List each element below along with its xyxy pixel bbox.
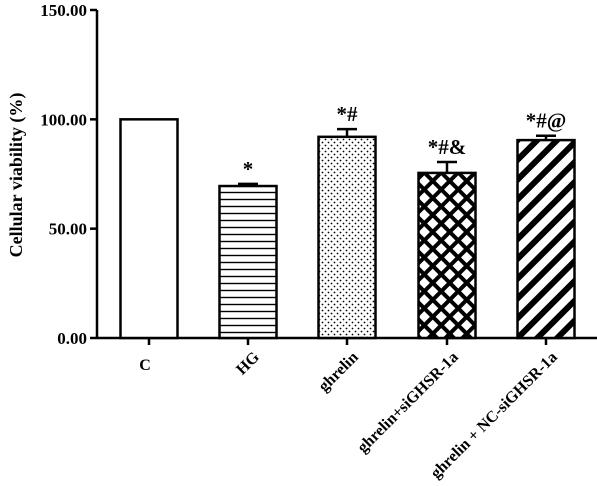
- significance-label: *#@: [526, 109, 567, 133]
- category-label: ghrelin+siGHSR-1a: [354, 349, 462, 457]
- category-label: ghrelin: [315, 349, 361, 395]
- bar-1: [119, 118, 179, 340]
- y-tick-label: 50.00: [49, 220, 87, 239]
- y-tick-label: 100.00: [40, 110, 87, 129]
- bar-5: [516, 138, 576, 340]
- y-tick-label: 0.00: [57, 329, 87, 348]
- axes: 0.00 50.00 100.00 150.00: [40, 1, 597, 348]
- category-label: HG: [233, 348, 263, 378]
- bar-2: [218, 184, 278, 340]
- significance-label: *: [243, 157, 254, 181]
- y-axis-label: Cellular viability (%): [6, 93, 27, 258]
- significance-label: *#&: [428, 135, 467, 159]
- bar-4: [417, 171, 477, 340]
- category-label: C: [139, 357, 151, 374]
- bar-3: [317, 135, 377, 340]
- y-tick-label: 150.00: [40, 1, 87, 20]
- bars: [119, 118, 576, 340]
- significance-label: *#: [337, 102, 359, 126]
